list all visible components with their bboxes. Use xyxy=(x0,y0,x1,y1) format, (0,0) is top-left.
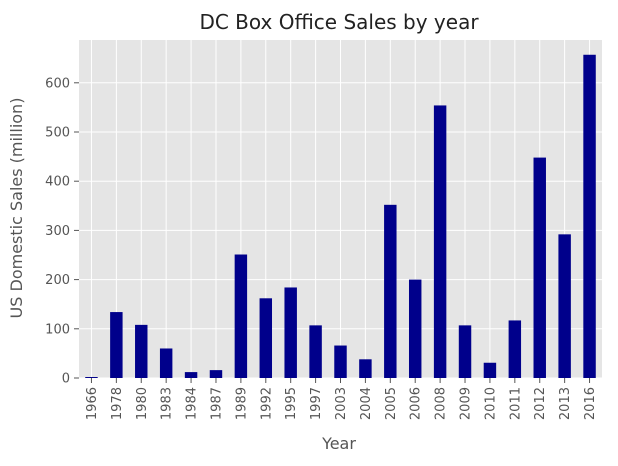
bar-1983 xyxy=(159,348,173,378)
y-tick-label: 100 xyxy=(45,322,70,337)
bar-1997 xyxy=(309,325,322,378)
bar-1992 xyxy=(259,298,273,378)
bar-2009 xyxy=(458,325,472,378)
x-tick-label: 1989 xyxy=(234,387,249,420)
bar-1989 xyxy=(234,254,248,378)
x-tick-label: 2006 xyxy=(409,387,424,420)
x-tick-label: 1978 xyxy=(110,387,125,420)
x-axis-label: Year xyxy=(321,434,356,453)
x-tick-label: 2003 xyxy=(334,387,349,420)
x-tick-label: 1997 xyxy=(309,387,324,420)
x-tick-label: 2008 xyxy=(434,387,449,420)
y-tick-label: 600 xyxy=(45,76,70,91)
bar-2012 xyxy=(533,157,546,378)
chart-title: DC Box Office Sales by year xyxy=(199,10,479,34)
y-tick-label: 200 xyxy=(45,273,70,288)
x-tick-label: 2013 xyxy=(558,387,573,420)
x-tick-label: 1992 xyxy=(259,387,274,420)
y-axis-label: US Domestic Sales (million) xyxy=(7,98,26,319)
x-tick-label: 2005 xyxy=(384,387,399,420)
x-tick-label: 1987 xyxy=(209,387,224,420)
x-tick-label: 1980 xyxy=(135,387,150,420)
bar-2011 xyxy=(508,320,522,378)
bars xyxy=(85,54,596,378)
x-tick-label: 2004 xyxy=(359,387,374,420)
x-tick-label: 1984 xyxy=(185,387,200,420)
x-tick-label: 1995 xyxy=(284,387,299,420)
x-tick-label: 2012 xyxy=(533,387,548,420)
y-axis-ticks: 0 100 200 300 400 500 600 xyxy=(45,76,79,387)
bar-2013 xyxy=(558,234,571,378)
x-tick-label: 2010 xyxy=(483,387,498,420)
x-tick-label: 2011 xyxy=(508,387,523,420)
bar-2006 xyxy=(408,279,422,378)
bar-1980 xyxy=(135,324,148,378)
bar-1978 xyxy=(110,312,123,378)
y-tick-label: 400 xyxy=(45,175,70,190)
bar-2016 xyxy=(583,54,596,378)
bar-1995 xyxy=(284,287,297,378)
bar-2004 xyxy=(359,359,372,378)
bar-2008 xyxy=(433,105,447,378)
bar-2003 xyxy=(334,345,347,378)
x-tick-label: 2009 xyxy=(459,387,474,420)
x-tick-label: 1983 xyxy=(160,387,175,420)
x-tick-label: 1966 xyxy=(85,387,100,420)
bar-2010 xyxy=(483,362,497,378)
bar-1987 xyxy=(209,370,223,378)
y-tick-label: 0 xyxy=(62,372,70,387)
x-tick-label: 2016 xyxy=(583,387,598,420)
y-tick-label: 500 xyxy=(45,126,70,141)
bar-1966 xyxy=(85,377,98,378)
x-axis-ticks: 1966 1978 1980 1983 1984 1987 1989 1992 1995 1997… xyxy=(85,378,598,420)
bar-2005 xyxy=(384,204,397,378)
y-tick-label: 300 xyxy=(45,224,70,239)
bar-1984 xyxy=(184,372,198,378)
